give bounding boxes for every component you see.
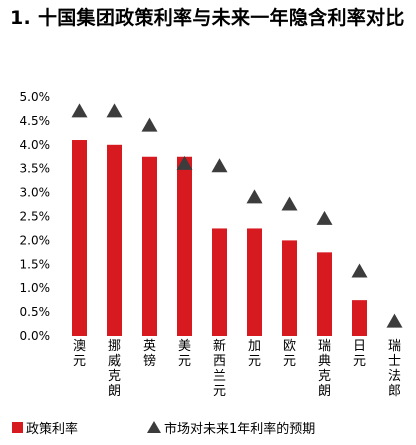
legend-triangle-swatch (147, 421, 161, 433)
x-category-label: 瑞士法郎 (388, 339, 401, 399)
y-tick-label: 2.5% (20, 210, 51, 224)
expected-rate-marker (106, 103, 123, 118)
policy-rate-bar (177, 156, 192, 336)
x-category-label: 欧元 (283, 339, 296, 369)
policy-rate-bar (142, 156, 157, 336)
y-tick-label: 4.5% (20, 114, 51, 128)
legend-bar-swatch (12, 422, 23, 433)
expected-rate-marker (246, 189, 263, 204)
expected-rate-marker (176, 155, 193, 170)
policy-rate-bars (72, 140, 367, 336)
x-category-label: 加元 (248, 339, 261, 369)
policy-rate-bar (212, 228, 227, 336)
legend-label-policy-rate: 政策利率 (26, 421, 78, 437)
expected-rate-marker (316, 210, 333, 225)
y-tick-label: 3.0% (20, 186, 51, 200)
policy-rate-bar (107, 144, 122, 336)
y-tick-label: 0.0% (20, 329, 51, 343)
y-tick-label: 3.5% (20, 162, 51, 176)
policy-rate-bar (282, 240, 297, 336)
expected-rate-markers (71, 103, 403, 328)
expected-rate-marker (211, 158, 228, 173)
y-tick-label: 2.0% (20, 233, 51, 247)
expected-rate-marker (71, 103, 88, 118)
x-category-label: 挪威克朗 (108, 339, 121, 399)
y-tick-label: 1.5% (20, 257, 51, 271)
y-tick-label: 1.0% (20, 281, 51, 295)
expected-rate-marker (386, 313, 403, 328)
policy-rate-bar (352, 300, 367, 336)
x-category-label: 美元 (178, 339, 191, 369)
chart-title: 1. 十国集团政策利率与未来一年隐含利率对比 (10, 7, 405, 29)
y-tick-label: 0.5% (20, 305, 51, 319)
expected-rate-marker (141, 117, 158, 132)
policy-rate-bar (247, 228, 262, 336)
y-axis: 0.0% 0.5% 1.0% 1.5% 2.0% 2.5% 3.0% 3.5% 4.0% 4.5%… (20, 90, 51, 343)
legend: 政策利率 市场对未来1年利率的预期 (12, 421, 315, 437)
x-category-label: 新西兰元 (213, 338, 226, 399)
y-tick-label: 5.0% (20, 90, 51, 104)
x-category-label: 澳元 (73, 338, 86, 369)
policy-rate-bar (72, 140, 87, 336)
expected-rate-marker (351, 263, 368, 278)
x-category-label: 瑞典克朗 (318, 339, 331, 399)
legend-label-expected-rate: 市场对未来1年利率的预期 (164, 421, 315, 437)
x-category-label: 日元 (353, 339, 366, 369)
y-tick-label: 4.0% (20, 138, 51, 152)
expected-rate-marker (281, 196, 298, 211)
policy-rate-bar (317, 252, 332, 336)
x-category-label: 英镑 (143, 339, 156, 369)
